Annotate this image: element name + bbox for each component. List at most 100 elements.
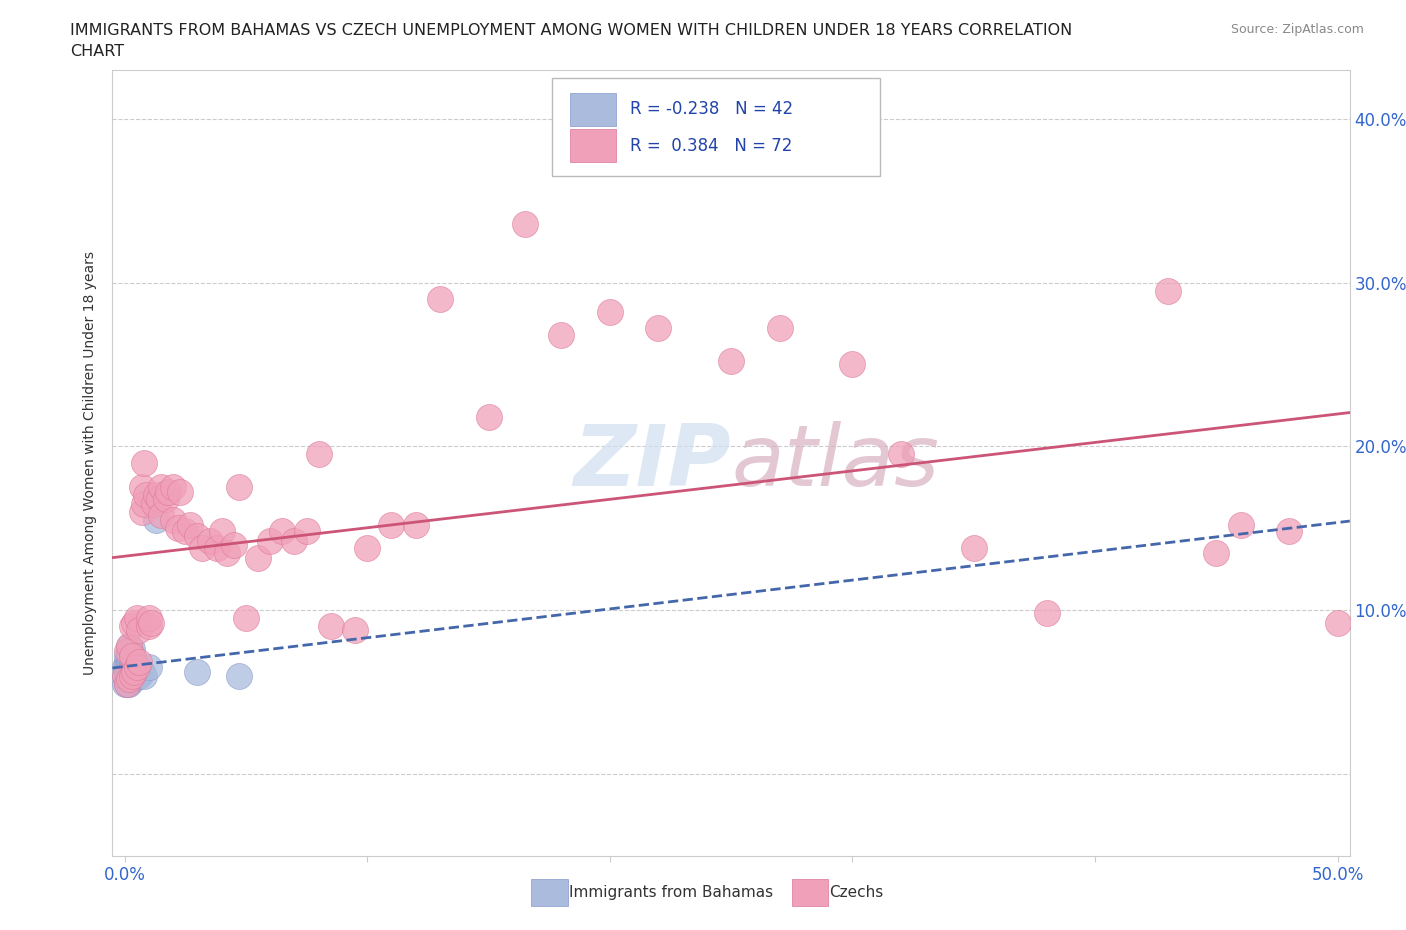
Point <box>211 524 233 538</box>
Point <box>115 676 138 691</box>
Point <box>118 645 141 660</box>
Point <box>1157 284 1180 299</box>
Point <box>169 485 191 499</box>
Text: CHART: CHART <box>70 44 124 59</box>
Point <box>125 611 148 626</box>
Point <box>1205 545 1227 560</box>
Point <box>380 517 402 532</box>
Point <box>118 668 141 683</box>
Point <box>890 447 912 462</box>
Point <box>124 652 146 667</box>
Text: atlas: atlas <box>731 421 939 504</box>
Point <box>599 305 621 320</box>
Text: Czechs: Czechs <box>830 884 884 900</box>
Point <box>319 619 342 634</box>
Point <box>162 480 184 495</box>
Point <box>115 648 138 663</box>
Point <box>550 327 572 342</box>
Point <box>121 665 143 680</box>
Point <box>135 488 157 503</box>
FancyBboxPatch shape <box>571 93 616 126</box>
Point <box>148 491 170 506</box>
Point <box>125 660 148 675</box>
Text: ZIP: ZIP <box>574 421 731 504</box>
Point <box>138 660 160 675</box>
Point <box>114 660 136 675</box>
Point <box>121 652 143 667</box>
FancyBboxPatch shape <box>571 129 616 163</box>
Point <box>228 480 250 495</box>
Point <box>145 512 167 527</box>
Point <box>124 616 146 631</box>
Point <box>124 657 146 671</box>
Point <box>405 517 427 532</box>
Point <box>121 648 143 663</box>
Point <box>191 540 214 555</box>
Point <box>114 676 136 691</box>
Point <box>356 540 378 555</box>
Point <box>124 665 146 680</box>
Point <box>121 660 143 675</box>
Y-axis label: Unemployment Among Women with Children Under 18 years: Unemployment Among Women with Children U… <box>83 251 97 674</box>
Point <box>186 665 208 680</box>
Point <box>118 652 141 667</box>
Point <box>132 668 155 683</box>
Point <box>118 676 141 691</box>
Point <box>477 409 499 424</box>
Point <box>124 663 146 678</box>
Point <box>174 524 197 538</box>
Point <box>114 668 136 683</box>
Point <box>138 611 160 626</box>
Point <box>141 616 163 631</box>
Point <box>125 668 148 683</box>
Point <box>132 497 155 512</box>
Point <box>228 668 250 683</box>
Point <box>162 512 184 527</box>
Point <box>150 480 173 495</box>
Point <box>167 521 190 536</box>
Point <box>115 655 138 670</box>
Point <box>259 534 281 549</box>
Point <box>198 534 221 549</box>
Point <box>513 216 536 231</box>
Text: Immigrants from Bahamas: Immigrants from Bahamas <box>569 884 773 900</box>
Point <box>132 456 155 471</box>
Point <box>295 524 318 538</box>
Point <box>118 648 141 663</box>
Point <box>145 488 167 503</box>
Point <box>128 655 150 670</box>
Point <box>128 622 150 637</box>
Point <box>118 671 141 686</box>
Point <box>157 485 180 499</box>
Point <box>115 676 138 691</box>
Point <box>118 639 141 654</box>
Point <box>115 671 138 686</box>
Text: Source: ZipAtlas.com: Source: ZipAtlas.com <box>1230 23 1364 36</box>
Point <box>142 497 165 512</box>
Point <box>205 540 228 555</box>
Point <box>118 655 141 670</box>
Point <box>115 663 138 678</box>
Point <box>121 642 143 657</box>
Point <box>222 538 245 552</box>
Point <box>128 668 150 683</box>
Point <box>155 491 177 506</box>
Point <box>118 639 141 654</box>
Point <box>131 665 153 680</box>
Point <box>118 665 141 680</box>
Point <box>124 668 146 683</box>
Point <box>235 611 257 626</box>
Point <box>215 545 238 560</box>
Point <box>186 529 208 544</box>
Text: R = -0.238   N = 42: R = -0.238 N = 42 <box>630 100 793 118</box>
Point <box>121 673 143 688</box>
Point <box>841 357 863 372</box>
Text: R =  0.384   N = 72: R = 0.384 N = 72 <box>630 137 792 155</box>
Point <box>121 668 143 683</box>
Point <box>179 517 201 532</box>
Point <box>114 668 136 683</box>
Point <box>118 671 141 686</box>
Point <box>963 540 986 555</box>
Point <box>647 321 669 336</box>
Point <box>121 657 143 671</box>
